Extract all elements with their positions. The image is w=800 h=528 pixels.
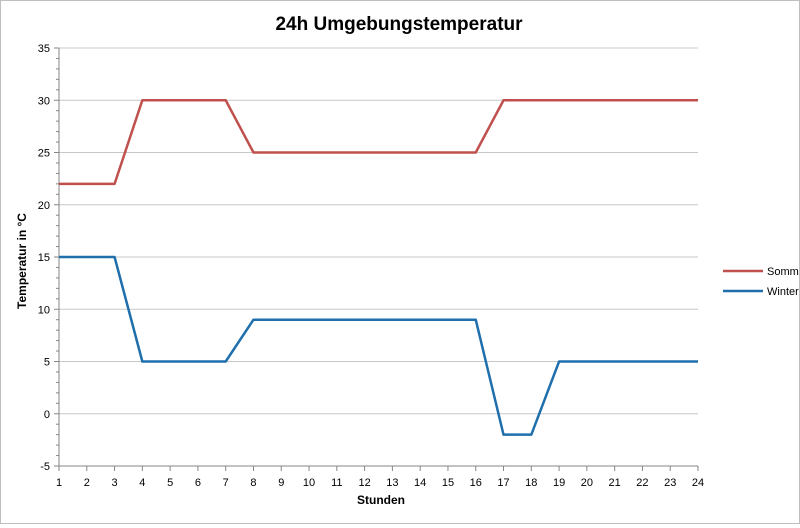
x-axis-label: Stunden <box>357 493 405 507</box>
x-tick-label: 9 <box>278 477 284 489</box>
x-tick-label: 19 <box>553 477 565 489</box>
x-tick-label: 13 <box>386 477 398 489</box>
y-tick-label: 30 <box>38 95 50 107</box>
x-tick-label: 1 <box>56 477 62 489</box>
x-tick-label: 3 <box>112 477 118 489</box>
legend: Sommer Winter <box>723 266 800 298</box>
x-tick-label: 8 <box>250 477 256 489</box>
y-axis-label: Temperatur in °C <box>15 213 29 309</box>
series-lines <box>59 99 698 436</box>
x-tick-label: 16 <box>470 477 482 489</box>
x-tick-label: 21 <box>609 477 621 489</box>
y-tick-label: 35 <box>38 43 50 55</box>
x-tick-label: 5 <box>167 477 173 489</box>
series-line-winter <box>59 255 698 436</box>
y-tick-label: 0 <box>44 409 50 421</box>
axes <box>54 47 699 471</box>
y-tick-label: 10 <box>38 304 50 316</box>
y-tick-label: 25 <box>38 148 50 160</box>
x-tick-label: 10 <box>303 477 315 489</box>
y-axis-ticks: -5 0 5 10 15 20 25 30 35 <box>38 43 50 473</box>
chart-title: 24h Umgebungstemperatur <box>275 14 523 35</box>
x-axis-ticks: 1 2 3 4 5 6 7 8 9 10 11 12 13 14 15 16 17 18 19 20 21 22 23 24 <box>56 477 704 489</box>
x-tick-label: 7 <box>223 477 229 489</box>
x-tick-label: 15 <box>442 477 454 489</box>
x-tick-label: 6 <box>195 477 201 489</box>
x-tick-label: 14 <box>414 477 426 489</box>
x-tick-label: 20 <box>581 477 593 489</box>
x-tick-label: 11 <box>331 477 342 489</box>
series-line-sommer <box>59 99 698 186</box>
gridlines <box>59 47 698 415</box>
y-tick-label: 5 <box>44 357 50 369</box>
y-tick-label: -5 <box>40 461 50 473</box>
legend-label: Winter <box>767 286 799 298</box>
y-tick-label: 15 <box>38 252 50 264</box>
x-tick-label: 23 <box>664 477 676 489</box>
x-tick-label: 12 <box>358 477 370 489</box>
x-tick-label: 4 <box>139 477 145 489</box>
x-tick-label: 2 <box>84 477 90 489</box>
x-tick-label: 17 <box>497 477 509 489</box>
y-tick-label: 20 <box>38 200 50 212</box>
x-tick-label: 22 <box>636 477 648 489</box>
legend-label: Sommer <box>767 266 799 278</box>
x-tick-label: 18 <box>525 477 537 489</box>
x-tick-label: 24 <box>692 477 704 489</box>
